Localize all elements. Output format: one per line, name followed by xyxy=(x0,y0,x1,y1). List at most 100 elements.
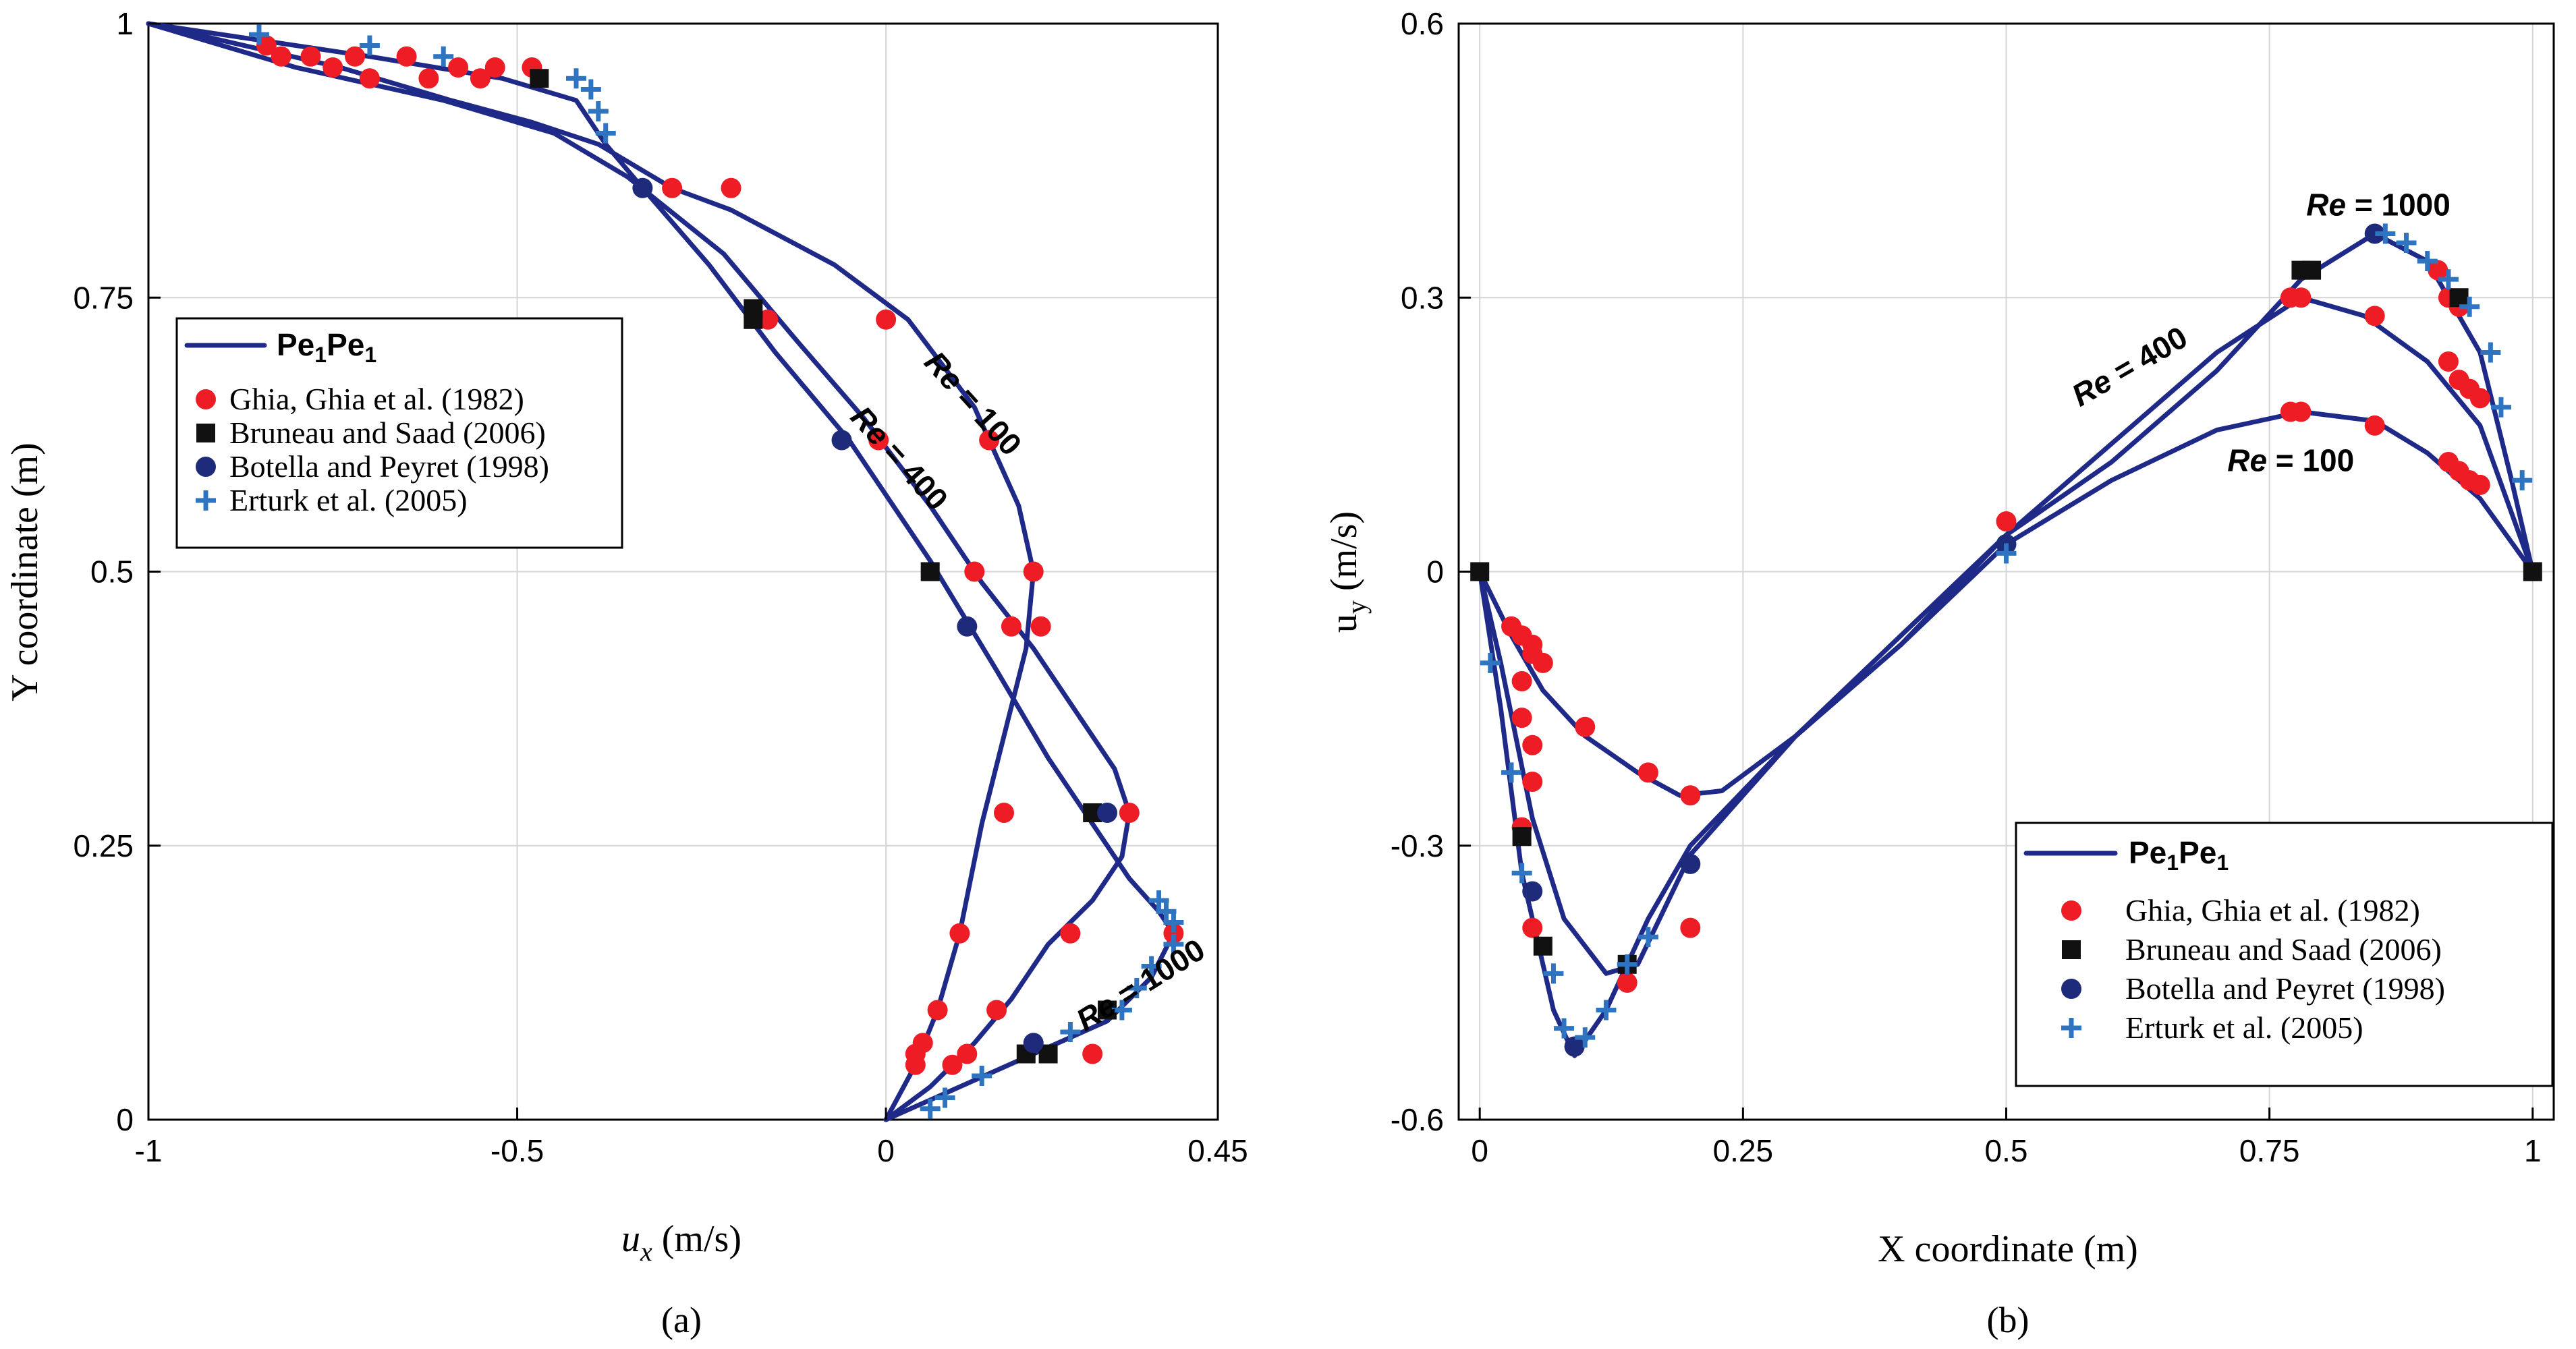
panel-a-erturk-marker-s2-1 xyxy=(359,35,380,56)
panel-a-erturk-marker-s2-0 xyxy=(248,24,269,45)
panel-a-ghia-marker-s1-2 xyxy=(359,68,380,89)
panel-b-legend: Pe1Pe1 Ghia, Ghia et al. (1982)Bruneau a… xyxy=(2015,822,2554,1087)
panel-b-y-tick-label-2: 0 xyxy=(1426,554,1444,590)
panel-b-chart: 0 0.25 0.5 0.75 1 -0.6-0.300.30.6 Re = 1000R… xyxy=(1323,6,2555,1340)
panel-a-x-tick-label-1: -0.5 xyxy=(491,1133,544,1168)
panel-a-ghia-marker-s0-2 xyxy=(345,46,366,67)
panel-a-legend-marker-ghia xyxy=(196,389,216,409)
panel-b-erturk-marker-s2-6 xyxy=(1596,1000,1617,1021)
panel-a-legend-title: Pe1Pe1 xyxy=(277,327,376,367)
panel-b-ghia-marker-s0-15 xyxy=(2469,474,2490,495)
panel-a-ghia-marker-s0-3 xyxy=(396,46,417,67)
panel-a-ghia-marker-s1-4 xyxy=(470,68,491,89)
panel-b-ghia-marker-s1-0 xyxy=(1511,671,1532,691)
panel-a-bruneau-marker-s1-1 xyxy=(920,562,940,581)
panel-b-ghia-marker-s0-8 xyxy=(1996,511,2017,532)
panel-b-y-tick-label-0: -0.6 xyxy=(1391,1102,1444,1137)
panel-a-x-label-base: u xyxy=(621,1218,640,1260)
panel-a-erturk-marker-s2-17 xyxy=(920,1098,941,1119)
panel-a-annotation-2-value: = 1000 xyxy=(1104,931,1211,1016)
panel-b-y-tick-label-4: 0.6 xyxy=(1401,6,1444,41)
panel-a-botella-marker-s2-1 xyxy=(1097,803,1118,823)
panel-b-erturk-marker-s2-13 xyxy=(2438,269,2459,290)
panel-a-erturk-marker-s2-8 xyxy=(1156,901,1177,922)
panel-b-legend-title-sub2: 1 xyxy=(2216,851,2229,875)
panel-a-legend-entries: Ghia, Ghia et al. (1982)Bruneau and Saad… xyxy=(196,382,549,517)
panel-b-ghia-marker-s1-8 xyxy=(2291,287,2312,308)
panel-b-markers xyxy=(1470,223,2542,1057)
panel-b-legend-marker-erturk xyxy=(2061,1018,2081,1038)
panel-b-y-label-base: u xyxy=(1323,614,1365,633)
panel-a-x-axis-label: ux (m/s) xyxy=(621,1218,741,1267)
panel-b-bruneau-marker-s2-1 xyxy=(1512,827,1532,846)
panel-a-annotation-0: Re = 100 xyxy=(918,345,1028,463)
panel-b-x-tick-label-2: 0.5 xyxy=(1985,1133,2028,1168)
panel-a-ghia-marker-s0-11 xyxy=(1030,616,1051,637)
panel-a-ghia-marker-s1-12 xyxy=(986,1000,1007,1021)
panel-b-botella-marker-s2-2 xyxy=(2364,223,2385,244)
panel-a-legend-title-sub1: 1 xyxy=(314,343,327,367)
panel-a-ghia-marker-s0-4 xyxy=(448,57,469,78)
panel-b-annotation-0-re: Re xyxy=(2306,187,2346,222)
panel-b-legend-marker-botella xyxy=(2061,979,2081,999)
panel-a-botella-marker-s1-0 xyxy=(831,430,852,451)
panel-b-y-ticks: -0.6 -0.3 0 0.3 0.6 xyxy=(1391,6,1471,1137)
panel-b-ghia-marker-s2-2 xyxy=(2428,260,2448,281)
panel-b-annotation-0-value: = 1000 xyxy=(2346,187,2451,222)
panel-a-legend-label-botella: Botella and Peyret (1998) xyxy=(229,449,549,484)
panel-b-annotation-2-re: Re xyxy=(2227,443,2267,478)
panel-a-legend-label-ghia: Ghia, Ghia et al. (1982) xyxy=(229,382,524,416)
panel-b-y-tick-label-3: 0.3 xyxy=(1401,280,1444,315)
panel-b-erturk-marker-s2-14 xyxy=(2459,296,2480,317)
panel-a-ghia-marker-s2-1 xyxy=(1082,1043,1103,1064)
panel-b-legend-label-bruneau: Bruneau and Saad (2006) xyxy=(2125,932,2442,967)
panel-b-annotation-2: Re = 100 xyxy=(2227,443,2354,478)
panel-b-annotation-1: Re = 400 xyxy=(2066,319,2193,413)
panel-b-ghia-marker-s0-5 xyxy=(1575,716,1596,737)
panel-b-ghia-marker-s1-13 xyxy=(2469,388,2490,409)
panel-a-ghia-marker-s0-12 xyxy=(994,803,1014,823)
panel-a-botella-marker-s1-1 xyxy=(957,616,978,637)
panel-a-legend-title-base2: Pe xyxy=(327,327,364,362)
panel-b-legend-marker-bruneau xyxy=(2062,940,2081,959)
panel-a-erturk-marker-s2-3 xyxy=(566,68,586,89)
panel-b-legend-marker-ghia xyxy=(2061,900,2081,921)
panel-a-y-tick-label-4: 1 xyxy=(116,6,134,41)
panel-a-legend: Pe1Pe1 Ghia, Ghia et al. (1982)Bruneau a… xyxy=(175,317,623,549)
panel-b-x-ticks: 0 0.25 0.5 0.75 1 xyxy=(1471,1108,2542,1168)
panel-b-x-tick-label-4: 1 xyxy=(2524,1133,2542,1168)
panel-a-legend-marker-botella xyxy=(196,457,216,477)
panel-a-ghia-marker-s1-10 xyxy=(1119,803,1140,823)
panel-b-x-axis-label: X coordinate (m) xyxy=(1878,1228,2138,1270)
panel-a-y-axis-label: Y coordinate (m) xyxy=(4,442,46,701)
panel-b-ghia-marker-s2-0 xyxy=(1522,917,1543,938)
panel-a-ghia-marker-s0-17 xyxy=(905,1054,926,1075)
panel-a-bruneau-marker-s2-0 xyxy=(530,69,549,88)
panel-b-legend-title-base: Pe xyxy=(2129,835,2166,870)
panel-a-y-tick-label-2: 0.5 xyxy=(90,554,134,590)
panel-b-curve-re400 xyxy=(1477,295,2536,976)
panel-a-botella-marker-s2-2 xyxy=(1023,1033,1044,1054)
panel-a-legend-title-base: Pe xyxy=(277,327,314,362)
panel-a-ghia-marker-s0-9 xyxy=(979,430,1000,451)
panel-b-botella-marker-s2-1 xyxy=(1564,1036,1585,1057)
panel-b-x-tick-label-3: 0.75 xyxy=(2239,1133,2300,1168)
panel-a-x-label-sub: x xyxy=(640,1236,652,1267)
panel-a-y-ticks: 0 0.25 0.5 0.75 1 xyxy=(73,6,161,1137)
panel-a-bruneau-marker-s2-1 xyxy=(744,310,763,329)
panel-b-ghia-marker-s0-11 xyxy=(2364,415,2385,436)
panel-b-y-tick-label-1: -0.3 xyxy=(1391,828,1444,863)
panel-a-x-label-unit: (m/s) xyxy=(652,1218,741,1260)
panel-b-ghia-marker-s1-3 xyxy=(1522,771,1543,792)
panel-b-y-label-unit: (m/s) xyxy=(1323,511,1365,600)
panel-b-ghia-marker-s0-6 xyxy=(1637,762,1658,783)
panel-a-annotation-1-value: = 400 xyxy=(870,429,955,517)
panel-b-erturk-marker-s2-8 xyxy=(1637,927,1658,948)
panel-b-erturk-marker-s2-5 xyxy=(1575,1027,1596,1048)
panel-a-x-ticks: -1 -0.5 0 0.45 xyxy=(135,1108,1248,1168)
panel-b-erturk-marker-s2-9 xyxy=(1996,543,2017,564)
panel-b-ghia-marker-s1-2 xyxy=(1522,735,1543,755)
panel-a-erturk-marker-s2-7 xyxy=(1148,890,1169,911)
panel-a-x-tick-label-3: 0.45 xyxy=(1187,1133,1248,1168)
